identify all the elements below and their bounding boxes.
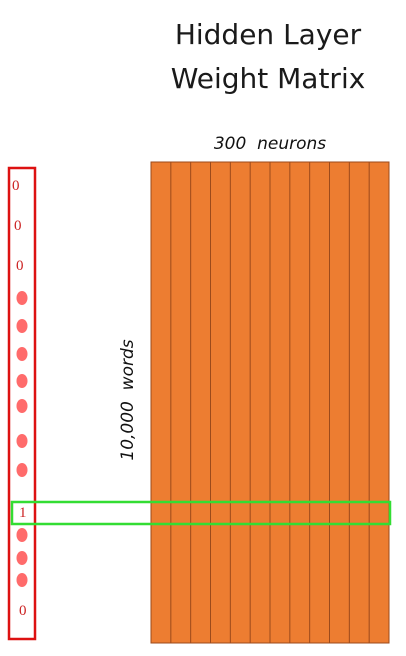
vector-value-1: 0 — [14, 218, 22, 234]
matrix-column-lines — [170, 162, 370, 643]
ellipsis-dot — [16, 434, 28, 448]
vector-hot-value: 1 — [19, 505, 27, 521]
columns-axis-label: 300 neurons — [213, 134, 327, 154]
ellipsis-dot — [16, 573, 28, 587]
ellipsis-dot — [16, 528, 28, 542]
ellipsis-dot — [16, 319, 28, 333]
vector-value-0: 0 — [12, 178, 20, 194]
ellipsis-dot — [16, 291, 28, 305]
vector-value-last: 0 — [19, 603, 27, 619]
ellipsis-dot — [16, 347, 28, 361]
selected-row-highlight — [10, 500, 392, 526]
title-line-2: Weight Matrix — [170, 62, 366, 95]
one-hot-vector-box — [7, 166, 37, 641]
ellipsis-dot — [16, 463, 28, 477]
ellipsis-dot — [16, 399, 28, 413]
vector-value-2: 0 — [16, 258, 24, 274]
ellipsis-dot — [16, 374, 28, 388]
title-line-1: Hidden Layer — [174, 18, 362, 51]
one-hot-ellipsis-dots — [16, 291, 28, 587]
ellipsis-dot — [16, 551, 28, 565]
